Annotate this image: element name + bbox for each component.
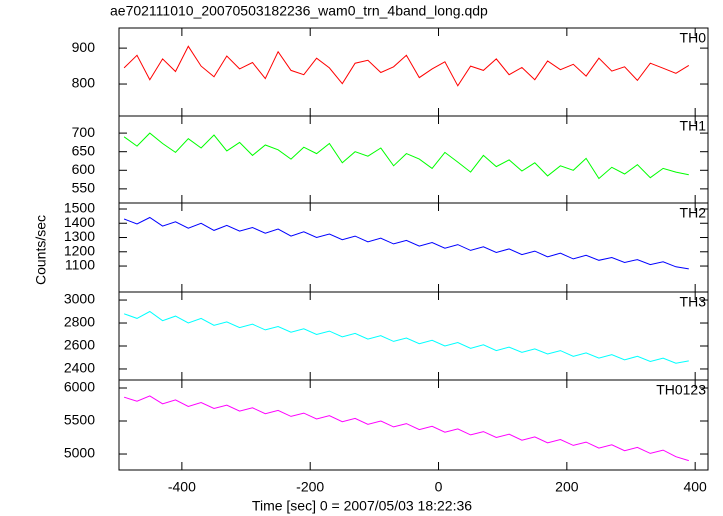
panel-frame: [118, 291, 709, 381]
y-tick-label: 700: [72, 124, 96, 140]
y-tick-label: 800: [72, 75, 96, 91]
light-curve: [123, 45, 690, 87]
y-tick-label: 2400: [64, 360, 95, 376]
y-tick-label: 2600: [64, 337, 95, 353]
chart-title: ae702111010_20070503182236_wam0_trn_4ban…: [110, 3, 488, 19]
y-tick-label: 600: [72, 161, 96, 177]
y-tick-label: 1200: [64, 242, 95, 258]
y-axis-label: Counts/sec: [33, 215, 49, 285]
panel-label: TH3: [680, 294, 707, 310]
x-tick-label: 0: [435, 479, 443, 495]
panel-frame: [118, 115, 709, 204]
panel-label: TH2: [680, 205, 707, 221]
y-tick-label: 2800: [64, 314, 95, 330]
light-curve: [123, 395, 689, 462]
panel-label: TH1: [680, 118, 707, 134]
light-curve: [123, 310, 689, 364]
x-tick-label: -200: [296, 479, 324, 495]
y-tick-label: 6000: [64, 379, 95, 395]
panel-label: TH0: [680, 30, 707, 46]
y-tick-label: 900: [72, 39, 96, 55]
y-tick-label: 1500: [64, 200, 95, 216]
y-tick-label: 550: [72, 180, 96, 196]
x-axis-label: Time [sec] 0 = 2007/05/03 18:22:36: [252, 498, 472, 514]
y-tick-label: 1100: [65, 257, 95, 273]
panel-frame: [118, 27, 709, 117]
y-tick-label: 5500: [64, 412, 95, 428]
panel-frame: [118, 379, 709, 471]
y-tick-label: 650: [72, 142, 96, 158]
light-curve: [123, 132, 689, 180]
x-tick-label: -400: [168, 479, 196, 495]
panel-label: TH0123: [656, 382, 706, 398]
panel-frame: [118, 202, 709, 293]
y-tick-label: 1400: [64, 214, 95, 230]
x-tick-label: 400: [683, 479, 707, 495]
x-tick-label: 200: [555, 479, 579, 495]
y-tick-label: 5000: [64, 445, 95, 461]
light-curve: [123, 216, 689, 270]
y-tick-label: 3000: [64, 291, 95, 307]
y-tick-label: 1300: [64, 228, 95, 244]
